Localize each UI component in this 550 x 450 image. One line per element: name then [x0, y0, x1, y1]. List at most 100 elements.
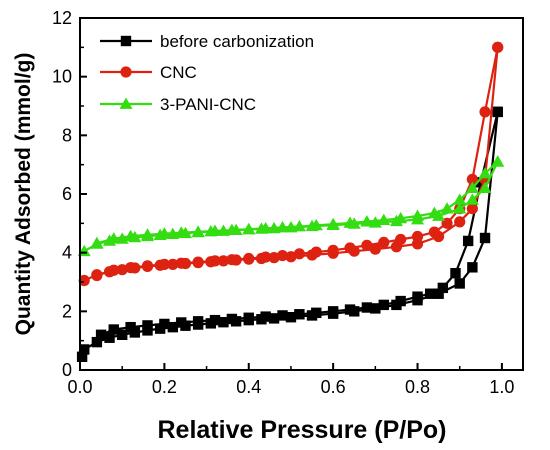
desorption-point	[141, 260, 154, 272]
desorption-point	[491, 155, 505, 167]
adsorption-point	[268, 313, 280, 324]
adsorption-point	[76, 351, 88, 362]
desorption-point	[226, 313, 238, 325]
desorption-point	[209, 255, 221, 267]
ticks-layer: 0.0 0.2 0.4 0.6 0.8 1.0 0 2 4 6 8 10 12	[52, 8, 514, 397]
series-circle	[78, 41, 504, 287]
legend: before carbonization CNC 3-PANI-CNC	[100, 32, 314, 114]
desorption-point	[158, 258, 170, 270]
legend-item: 3-PANI-CNC	[100, 95, 256, 114]
adsorption-point	[369, 243, 381, 255]
desorption-point	[310, 246, 322, 258]
adsorption-point	[79, 344, 90, 355]
desorption-point	[277, 310, 288, 321]
adsorption-point	[116, 264, 128, 276]
desorption-point	[124, 229, 138, 242]
desorption-point	[440, 202, 454, 214]
desorption-point	[225, 223, 239, 235]
desorption-point	[411, 230, 424, 243]
desorption-point	[411, 209, 425, 221]
desorption-point	[466, 173, 478, 185]
desorption-point	[226, 254, 238, 266]
y-tick-label: 12	[52, 8, 72, 28]
desorption-point	[192, 316, 204, 327]
desorption-point	[157, 227, 171, 239]
desorption-point	[95, 329, 107, 340]
desorption-point	[378, 299, 389, 311]
adsorption-point	[217, 255, 230, 267]
adsorption-point	[465, 193, 479, 205]
legend-marker	[119, 97, 133, 109]
desorption-point	[395, 295, 406, 307]
desorption-point	[437, 282, 449, 294]
adsorption-point	[167, 258, 179, 270]
adsorption-point	[129, 327, 141, 338]
desorption-point	[360, 215, 374, 227]
adsorption-point	[285, 312, 297, 323]
desorption-point	[260, 311, 271, 322]
y-tick-label: 6	[62, 184, 72, 204]
desorption-point	[377, 213, 391, 225]
y-axis-title: Quantity Adsorbed (mmol/g)	[12, 53, 35, 336]
x-tick-label: 1.0	[489, 377, 514, 397]
adsorption-point	[218, 316, 229, 328]
desorption-point	[276, 220, 290, 233]
desorption-point	[309, 218, 323, 231]
desorption-point	[208, 224, 222, 236]
desorption-point	[260, 251, 272, 263]
desorption-point	[311, 307, 322, 318]
adsorption-point	[467, 262, 478, 273]
desorption-point	[428, 226, 440, 238]
x-axis-title: Relative Pressure (P/Po)	[157, 416, 446, 444]
desorption-point	[465, 181, 479, 194]
legend-label: 3-PANI-CNC	[160, 95, 256, 114]
desorption-point	[159, 318, 170, 330]
adsorption-point	[116, 329, 128, 340]
adsorption-point	[433, 288, 444, 299]
desorption-point	[361, 302, 373, 313]
desorption-point	[427, 206, 441, 218]
adsorption-point	[453, 202, 467, 214]
desorption-point	[344, 242, 356, 254]
y-tick-label: 4	[62, 243, 72, 263]
desorption-point	[424, 288, 436, 299]
adsorption-point	[370, 303, 381, 314]
adsorption-point	[167, 321, 179, 333]
desorption-point	[108, 264, 120, 276]
desorption-point	[90, 236, 104, 249]
desorption-point	[361, 239, 373, 251]
adsorption-point	[466, 203, 478, 215]
adsorption-point	[91, 336, 103, 348]
desorption-point	[276, 250, 289, 262]
desorption-point	[343, 216, 357, 228]
adsorption-point	[104, 332, 115, 343]
y-tick-label: 10	[52, 67, 72, 87]
adsorption-line	[83, 47, 499, 282]
legend-label: CNC	[160, 63, 197, 82]
x-tick-label: 0.0	[67, 377, 92, 397]
desorption-point	[344, 304, 356, 315]
adsorption-point	[478, 181, 492, 194]
y-tick-label: 0	[62, 360, 72, 380]
desorption-point	[293, 248, 305, 260]
desorption-point	[192, 256, 204, 268]
desorption-point	[478, 166, 492, 179]
desorption-point	[294, 309, 305, 320]
legend-marker	[120, 66, 132, 78]
desorption-point	[395, 233, 407, 246]
desorption-point	[327, 244, 339, 256]
adsorption-point	[454, 278, 465, 289]
desorption-point	[242, 222, 256, 235]
desorption-point	[175, 257, 187, 269]
x-tick-label: 0.4	[236, 377, 261, 397]
desorption-point	[450, 268, 461, 279]
desorption-point	[327, 306, 339, 317]
legend-item: CNC	[100, 63, 197, 82]
desorption-point	[174, 226, 188, 238]
y-tick-label: 8	[62, 125, 72, 145]
adsorption-point	[78, 274, 90, 287]
desorption-point	[462, 235, 474, 247]
desorption-point	[243, 252, 255, 265]
legend-item: before carbonization	[100, 32, 314, 51]
